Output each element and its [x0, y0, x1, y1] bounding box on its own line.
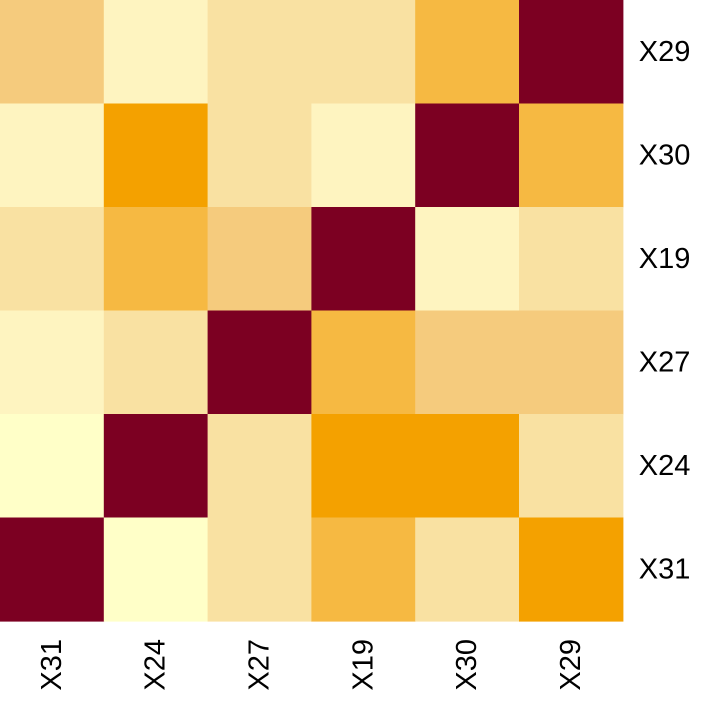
x-tick-label-x31: X31 [36, 639, 68, 691]
y-tick-label-x27: X27 [639, 346, 691, 378]
heatmap-cell-x24-x27 [207, 414, 312, 519]
heatmap-cell-x29-x29 [519, 0, 624, 105]
heatmap-cell-x30-x31 [0, 103, 105, 208]
heatmap-cell-x27-x30 [415, 310, 520, 415]
heatmap-cell-x31-x30 [415, 517, 520, 622]
heatmap-cell-x19-x30 [415, 207, 520, 312]
heatmap-cell-x24-x29 [519, 414, 624, 519]
heatmap-cell-x30-x27 [207, 103, 312, 208]
heatmap-cell-x31-x31 [0, 517, 105, 622]
x-tick-label-x27: X27 [244, 639, 276, 691]
x-tick-label-x29: X29 [555, 639, 587, 691]
heatmap-cell-x30-x30 [415, 103, 520, 208]
y-tick-label-x19: X19 [639, 243, 691, 275]
heatmap-cell-x30-x19 [311, 103, 416, 208]
x-tick-label-x19: X19 [347, 639, 379, 691]
heatmap-cell-x30-x29 [519, 103, 624, 208]
heatmap-cell-x27-x27 [207, 310, 312, 415]
heatmap-cell-x31-x29 [519, 517, 624, 622]
heatmap-cell-x24-x24 [103, 414, 209, 519]
y-tick-label-x30: X30 [639, 139, 691, 171]
y-tick-label-x24: X24 [639, 450, 691, 482]
heatmap-cell-x31-x19 [311, 517, 416, 622]
heatmap-cell-x19-x27 [207, 207, 312, 312]
heatmap-cell-x31-x27 [207, 517, 312, 622]
x-axis-tick-labels: X31 X24 X27 X19 X30 X29 [36, 639, 587, 691]
heatmap-cell-x29-x27 [207, 0, 312, 105]
heatmap-cell-x19-x29 [519, 207, 624, 312]
heatmap-cell-x27-x24 [103, 310, 209, 415]
heatmap-cell-x30-x24 [103, 103, 209, 208]
heatmap-cell-x31-x24 [103, 517, 209, 622]
heatmap-cell-x29-x19 [311, 0, 416, 105]
heatmap-cell-x29-x24 [103, 0, 209, 105]
heatmap-cell-x29-x31 [0, 0, 105, 105]
heatmap-cell-x24-x30 [415, 414, 520, 519]
heatmap-cell-x27-x31 [0, 310, 105, 415]
heatmap-cell-x24-x19 [311, 414, 416, 519]
heatmap-cell-x24-x31 [0, 414, 105, 519]
x-tick-label-x24: X24 [140, 639, 172, 691]
x-tick-label-x30: X30 [451, 639, 483, 691]
heatmap-cell-x19-x31 [0, 207, 105, 312]
heatmap-cell-x27-x29 [519, 310, 624, 415]
heatmap-cell-x29-x30 [415, 0, 520, 105]
heatmap-cell-x19-x24 [103, 207, 209, 312]
y-tick-label-x31: X31 [639, 553, 691, 585]
y-tick-label-x29: X29 [639, 36, 691, 68]
heatmap-cell-x19-x19 [311, 207, 416, 312]
heatmap-cells [0, 0, 624, 622]
heatmap-cell-x27-x19 [311, 310, 416, 415]
y-axis-tick-labels: X29 X30 X19 X27 X24 X31 [639, 36, 691, 586]
